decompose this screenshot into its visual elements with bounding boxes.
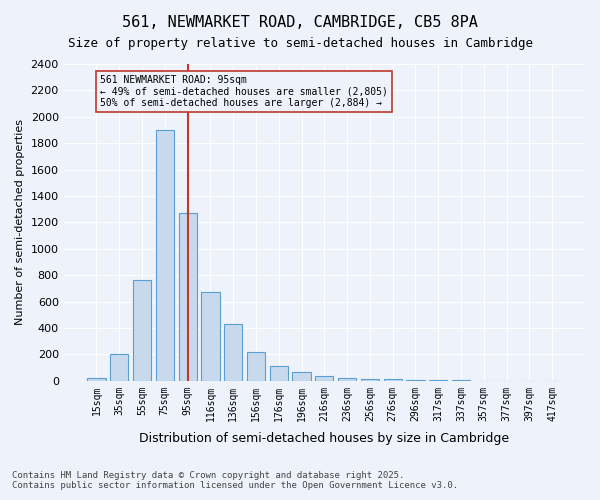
X-axis label: Distribution of semi-detached houses by size in Cambridge: Distribution of semi-detached houses by … (139, 432, 509, 445)
Bar (292, 372, 311, 381)
Bar (156, 130, 174, 381)
Bar (315, 376, 334, 381)
Text: Size of property relative to semi-detached houses in Cambridge: Size of property relative to semi-detach… (67, 38, 533, 51)
Bar (383, 380, 402, 381)
Bar (179, 213, 197, 381)
Bar (110, 354, 128, 381)
Bar (429, 380, 448, 381)
Bar (269, 366, 288, 381)
Bar (406, 380, 425, 381)
Bar (224, 324, 242, 381)
Text: Contains HM Land Registry data © Crown copyright and database right 2025.
Contai: Contains HM Land Registry data © Crown c… (12, 470, 458, 490)
Bar (88, 378, 106, 381)
Bar (361, 379, 379, 381)
Text: 561 NEWMARKET ROAD: 95sqm
← 49% of semi-detached houses are smaller (2,805)
50% : 561 NEWMARKET ROAD: 95sqm ← 49% of semi-… (100, 74, 388, 108)
Bar (133, 280, 151, 381)
Text: 561, NEWMARKET ROAD, CAMBRIDGE, CB5 8PA: 561, NEWMARKET ROAD, CAMBRIDGE, CB5 8PA (122, 15, 478, 30)
Bar (201, 292, 220, 381)
Y-axis label: Number of semi-detached properties: Number of semi-detached properties (15, 120, 25, 326)
Bar (338, 378, 356, 381)
Bar (247, 352, 265, 381)
